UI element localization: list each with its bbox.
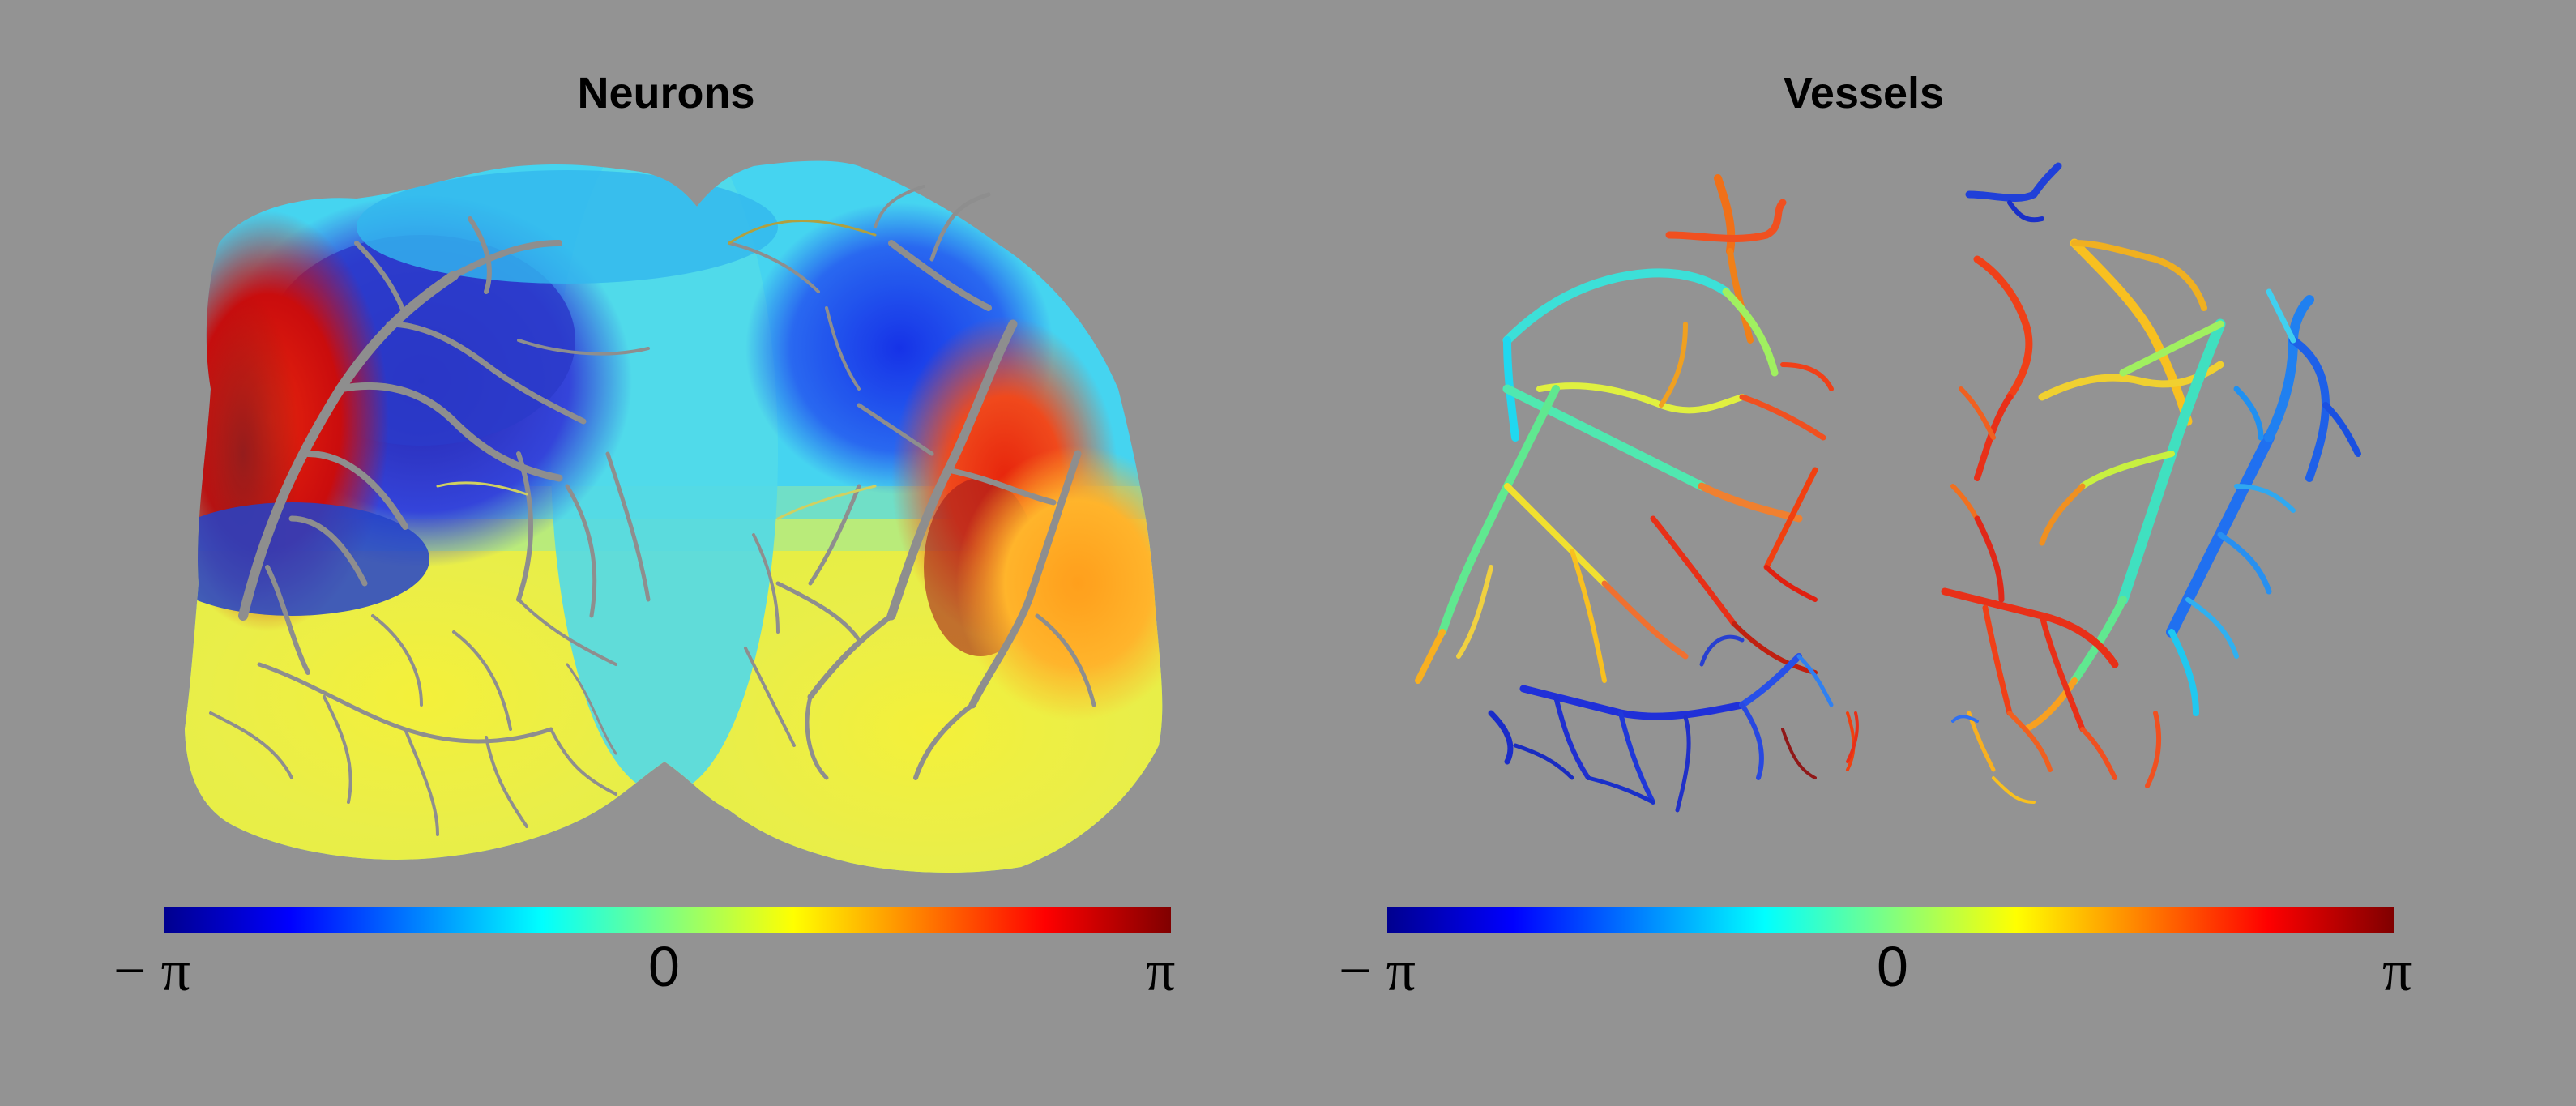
vessels-colorbar [1387,907,2394,933]
vessels-colorbar-mid-label: 0 [1877,935,1908,998]
neurons-colorbar-min-label: − π [113,938,190,1003]
neurons-colorbar [164,907,1171,933]
neurons-colorbar-mid-label: 0 [648,935,680,998]
vessels-phase-map [1415,162,2361,813]
neurons-vessel-overlay [209,185,1096,836]
vessels-colorbar-min-label: − π [1339,938,1416,1003]
neurons-phase-map [185,160,1163,873]
vessels-colorbar-max-label: π [2382,938,2412,1003]
neurons-colorbar-max-label: π [1146,938,1176,1003]
vessels-panel-title: Vessels [1783,69,1945,117]
vessels-small-fragments [1846,711,1859,763]
neurons-panel-title: Neurons [577,69,755,117]
